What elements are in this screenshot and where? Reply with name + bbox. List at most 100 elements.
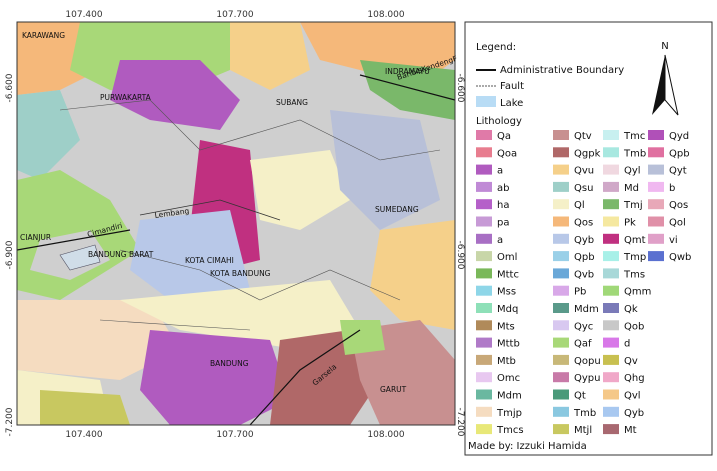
legend-swatch [553,285,569,296]
legend-swatch [648,216,664,227]
legend-label: b [669,183,675,194]
legend-label: Mdq [497,304,518,315]
place-label: KOTA BANDUNG [210,269,271,278]
legend-label: Qa [497,131,511,142]
legend-swatch [603,337,619,348]
legend-swatch [476,285,492,296]
map-frame [16,21,456,426]
place-label: BANDUNG [210,359,249,368]
legend-label: Md [624,183,639,194]
place-label: INDRAMAYU [385,67,430,76]
legend-swatch [603,233,619,244]
legend-label: Qpb [669,148,690,159]
legend-swatch [603,181,619,192]
legend-label: d [624,339,630,350]
coord-label: 108.000 [367,10,404,20]
legend-label: ab [497,183,509,194]
place-label: SUBANG [276,98,308,107]
place-label: BANDUNG BARAT [88,250,154,259]
legend-label: a [497,166,503,177]
coord-label: 107.400 [65,430,102,440]
lake-symbol [476,96,496,107]
legend-swatch [553,147,569,158]
legend-swatch [553,354,569,365]
legend-swatch [476,354,492,365]
legend-label: Qaf [574,339,592,350]
legend-label: Qos [669,200,688,211]
legend-swatch [648,251,664,262]
legend-swatch [476,424,492,435]
coord-label: 108.000 [367,430,404,440]
legend-swatch [476,303,492,313]
legend-label: Mdm [497,391,522,402]
legend-swatch [476,320,492,331]
geologic-map [17,22,455,425]
legend-label: Mdm [574,304,599,315]
place-label: GARUT [380,385,407,394]
legend-title: Legend: [476,42,516,53]
legend-label: Pk [624,218,636,229]
legend-swatch [476,181,492,192]
legend-label: Tmb [573,408,596,419]
legend-swatch [553,164,569,175]
legend-label: Qyt [669,166,687,177]
legend-swatch [553,216,569,227]
legend-label: Tmj [623,200,643,211]
legend-swatch [603,424,619,435]
coord-label: 107.700 [216,10,253,20]
legend-label: Mts [497,321,515,332]
legend-swatch [603,251,619,262]
legend-swatch [553,130,569,140]
legend-label: Qmm [624,287,651,298]
legend-label: a [497,235,503,246]
legend-label: Qk [624,304,638,315]
legend-label: Qopu [574,356,601,367]
legend-label: Qypu [574,373,600,384]
legend-label: Qvu [574,166,594,177]
legend-label: Omc [497,373,520,384]
legend-label: Mt [624,425,637,436]
legend-label: Qyd [669,131,689,142]
legend-label: Qtv [574,131,592,142]
legend-swatch [648,181,664,192]
legend-swatch [553,303,569,313]
north-label: N [661,41,668,52]
legend-label: Qt [574,391,586,402]
legend-label: Mtjl [574,425,592,436]
legend-swatch [476,164,492,175]
lithology-title: Lithology [476,116,522,127]
legend-swatch [553,337,569,348]
legend-label: Oml [497,252,517,263]
legend-swatch [603,147,619,158]
legend-label: Tmcs [496,425,524,436]
legend-swatch [476,406,492,417]
legend-label: Qoa [497,148,517,159]
legend-swatch [603,354,619,365]
legend-swatch [553,268,569,279]
legend-swatch [648,164,664,175]
legend-swatch [553,251,569,262]
legend-label: Qyc [574,321,593,332]
coord-label: 107.400 [65,10,102,20]
legend-label: Qsu [574,183,593,194]
legend-swatch [476,337,492,348]
place-label: KARAWANG [22,31,65,40]
coord-label: -6.900 [455,240,465,269]
coord-label: -7.200 [455,407,465,436]
north-arrow-half [664,54,679,116]
legend-label: Tmp [623,252,646,263]
coord-label: -6.900 [5,240,15,269]
coord-label: 107.700 [216,430,253,440]
legend-label: Mttc [497,269,519,280]
legend-swatch [476,199,492,210]
legend-label: Qhg [624,373,645,384]
legend-label: Qyb [624,408,644,419]
boundary-label: Administrative Boundary [500,65,624,76]
legend-swatch [476,372,492,383]
legend-swatch [648,233,664,244]
legend-swatch [603,320,619,331]
legend-swatch [553,233,569,244]
credit: Made by: Izzuki Hamida [468,441,587,452]
legend-swatch [603,164,619,175]
